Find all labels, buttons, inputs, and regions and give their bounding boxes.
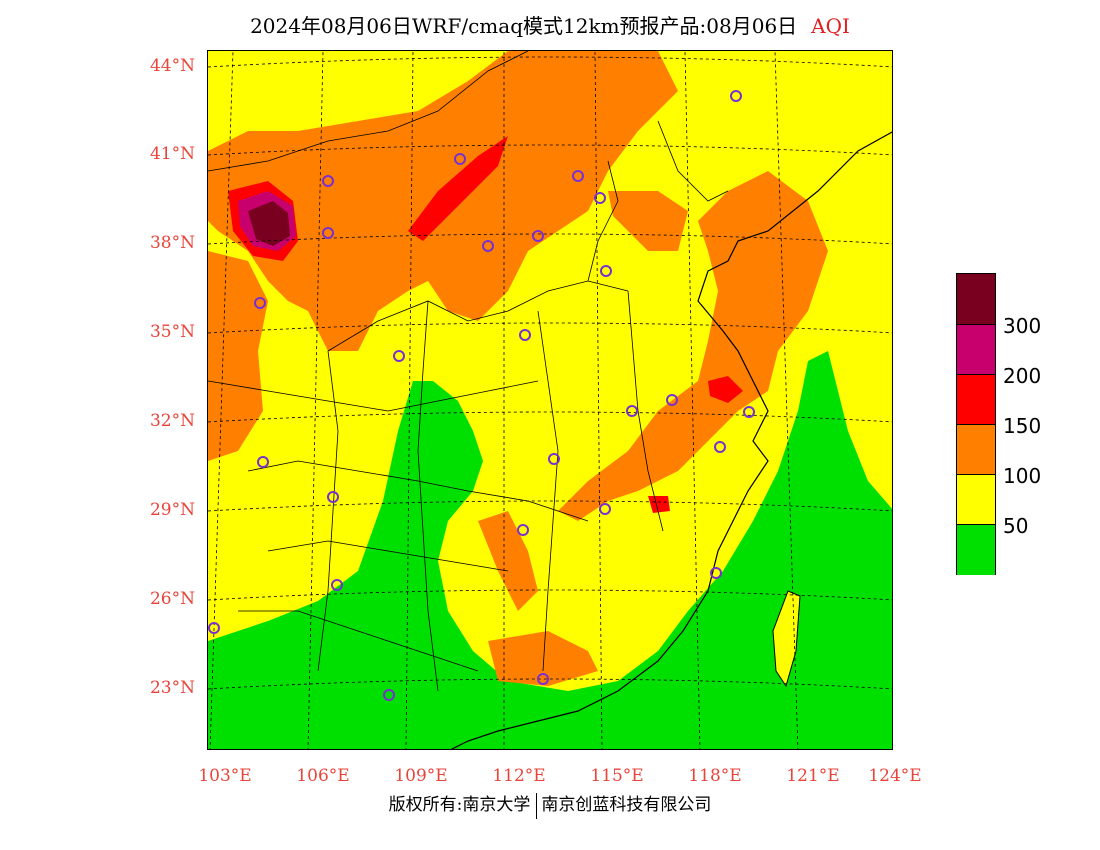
footer-copyright: 版权所有:南京大学	[388, 795, 531, 815]
lat-label-38: 38°N	[149, 233, 195, 253]
aqi-zone-unhealthy-east-1	[708, 376, 743, 403]
lon-label-118: 118°E	[688, 766, 742, 786]
lon-label-103: 103°E	[198, 766, 252, 786]
aqi-zone-sensitive-bohai	[608, 191, 688, 251]
aqi-zone-hazardous	[248, 201, 290, 246]
lon-label-112: 112°E	[492, 766, 546, 786]
legend-label-200: 200	[1003, 364, 1042, 388]
aqi-zone-good-guangxi	[338, 591, 418, 711]
map-title: 2024年08月06日WRF/cmaq模式12km预报产品:08月06日 AQI	[0, 10, 1100, 39]
aqi-zone-unhealthy-shanxi	[408, 136, 508, 241]
aqi-zone-sensitive-west	[208, 251, 268, 461]
legend-swatch-150-200	[957, 374, 995, 425]
lon-label-106: 106°E	[296, 766, 350, 786]
lat-label-26: 26°N	[149, 589, 195, 609]
legend-label-100: 100	[1003, 464, 1042, 488]
lat-label-41: 41°N	[149, 144, 195, 164]
station-markers	[208, 90, 755, 701]
aqi-zone-sensitive-south	[488, 631, 598, 686]
lat-label-23: 23°N	[149, 678, 195, 698]
title-main: 2024年08月06日WRF/cmaq模式12km预报产品:08月06日	[250, 14, 798, 38]
map-canvas	[208, 51, 892, 749]
aqi-legend-colorbar	[956, 273, 996, 575]
legend-swatch-above-300	[957, 274, 995, 324]
title-product: AQI	[811, 14, 850, 38]
footer-separator	[536, 792, 538, 819]
legend-label-50: 50	[1003, 514, 1029, 538]
coastline	[450, 131, 892, 749]
lon-label-109: 109°E	[394, 766, 448, 786]
legend-swatch-100-150	[957, 424, 995, 475]
lon-label-124: 124°E	[868, 766, 922, 786]
legend-swatch-200-300	[957, 324, 995, 375]
lon-label-121: 121°E	[786, 766, 840, 786]
footer-company: 南京创蓝科技有限公司	[541, 795, 712, 815]
legend-swatch-50-100	[957, 474, 995, 525]
graticule	[208, 51, 892, 749]
aqi-zone-sensitive-east	[558, 171, 828, 521]
taiwan-outline	[772, 590, 801, 688]
aqi-zone-unhealthy-east-2	[648, 496, 670, 513]
aqi-forecast-map	[207, 50, 893, 750]
legend-label-300: 300	[1003, 314, 1042, 338]
lat-label-44: 44°N	[149, 56, 195, 76]
footer-credits: 版权所有:南京大学 南京创蓝科技有限公司	[0, 790, 1100, 819]
lat-label-29: 29°N	[149, 500, 195, 520]
legend-label-150: 150	[1003, 414, 1042, 438]
legend-swatch-0-50	[957, 524, 995, 575]
aqi-zone-sensitive-central	[478, 511, 538, 611]
lon-label-115: 115°E	[590, 766, 644, 786]
lat-label-32: 32°N	[149, 411, 195, 431]
lat-label-35: 35°N	[149, 322, 195, 342]
